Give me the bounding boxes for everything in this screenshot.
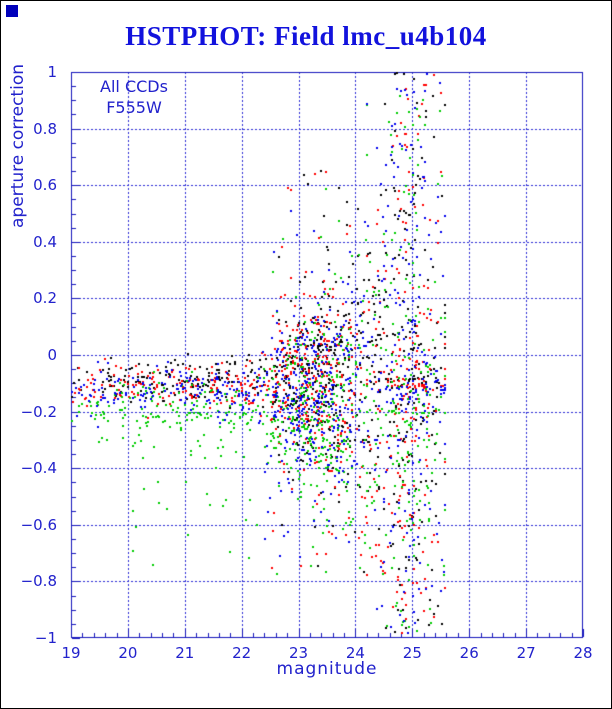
y-tick-label: 0.2 [33, 289, 57, 308]
y-tick-label: −0.6 [20, 515, 57, 534]
annotation-all-ccds: All CCDs [100, 77, 168, 96]
y-tick-label: 0 [47, 346, 57, 364]
y-tick-label: 0.6 [33, 176, 57, 195]
x-axis-label: magnitude [276, 659, 378, 679]
y-tick-label: 0.4 [33, 232, 57, 251]
y-tick-label: −0.4 [20, 459, 57, 478]
x-tick-label: 28 [573, 644, 593, 662]
y-tick-label: −0.2 [20, 402, 57, 421]
x-tick-label: 27 [516, 644, 536, 662]
x-tick-label: 22 [232, 644, 252, 662]
y-tick-label: 1 [47, 63, 57, 81]
plot-annotation: All CCDs F555W [87, 76, 181, 118]
x-tick-label: 24 [345, 644, 365, 662]
y-axis-label: aperture correction [8, 64, 28, 228]
y-tick-label: 0.8 [33, 119, 57, 138]
x-tick-label: 21 [175, 644, 195, 662]
x-tick-label: 25 [402, 644, 422, 662]
x-tick-label: 26 [459, 644, 479, 662]
x-tick-label: 23 [289, 644, 309, 662]
x-tick-label: 20 [118, 644, 138, 662]
y-tick-label: −1 [34, 629, 57, 647]
annotation-filter-f555w: F555W [106, 98, 162, 117]
y-tick-label: −0.8 [20, 572, 57, 591]
x-tick-label: 19 [61, 644, 81, 662]
